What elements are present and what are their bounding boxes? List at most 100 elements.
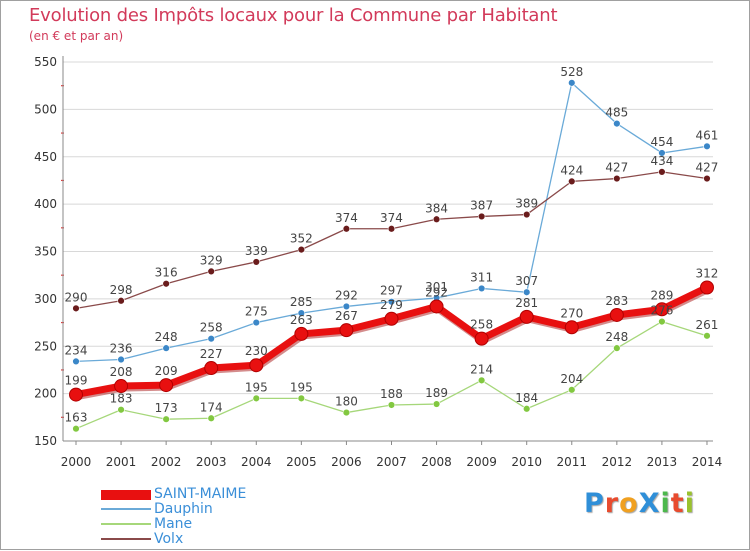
- data-point-dauphin: [522, 288, 531, 296]
- data-point-saint-maime: [429, 299, 444, 314]
- data-point-mane: [613, 344, 621, 352]
- data-point-volx: [477, 212, 486, 221]
- legend-swatch: [101, 523, 151, 525]
- data-point-mane: [568, 386, 576, 394]
- data-point-dauphin: [72, 357, 80, 366]
- data-label-saint-maime: 292: [425, 285, 448, 299]
- data-label-mane: 173: [155, 401, 178, 415]
- data-point-volx: [297, 245, 306, 254]
- y-tick-label: 500: [34, 102, 57, 116]
- data-label-mane: 214: [470, 362, 493, 376]
- x-tick-label: 2008: [421, 455, 452, 469]
- y-tick-label: 350: [34, 245, 57, 259]
- data-label-dauphin: 311: [470, 270, 493, 284]
- data-label-mane: 195: [245, 380, 268, 394]
- x-tick-label: 2002: [151, 455, 182, 469]
- legend-swatch: [101, 538, 151, 540]
- proxiti-logo: ProXiti: [584, 488, 695, 519]
- x-tick-label: 2014: [692, 455, 723, 469]
- data-label-mane: 261: [696, 318, 719, 332]
- data-label-mane: 174: [200, 400, 223, 414]
- data-label-saint-maime: 209: [155, 364, 178, 378]
- chart-title: Evolution des Impôts locaux pour la Comm…: [29, 5, 558, 26]
- x-tick-label: 2006: [331, 455, 362, 469]
- data-point-volx: [342, 225, 351, 233]
- data-point-mane: [297, 394, 306, 403]
- data-label-volx: 329: [200, 253, 223, 267]
- data-point-saint-maime: [294, 326, 309, 341]
- data-label-volx: 374: [335, 211, 358, 225]
- data-point-dauphin: [387, 298, 396, 306]
- data-point-dauphin: [703, 142, 711, 151]
- x-tick-label: 2010: [511, 455, 542, 469]
- data-point-dauphin: [207, 334, 215, 343]
- data-label-volx: 374: [380, 211, 403, 225]
- data-point-dauphin: [568, 79, 576, 87]
- data-label-dauphin: 485: [605, 106, 628, 120]
- data-label-volx: 352: [290, 232, 313, 246]
- legend-label: SAINT-MAIME: [154, 486, 247, 502]
- data-point-dauphin: [477, 284, 486, 293]
- data-label-dauphin: 301: [425, 280, 448, 294]
- data-point-saint-maime: [474, 331, 489, 346]
- x-tick-label: 2005: [286, 455, 317, 469]
- data-label-volx: 427: [696, 161, 719, 175]
- data-point-dauphin: [342, 302, 351, 311]
- data-label-saint-maime: 258: [470, 318, 493, 332]
- data-label-saint-maime: 199: [65, 374, 88, 388]
- data-label-dauphin: 236: [110, 342, 133, 356]
- data-point-saint-maime: [249, 358, 264, 373]
- x-tick-label: 2013: [647, 455, 678, 469]
- y-tick-label: 200: [34, 387, 57, 401]
- data-label-mane: 183: [110, 392, 133, 406]
- data-label-mane: 204: [560, 372, 583, 386]
- x-tick-label: 2011: [556, 455, 587, 469]
- x-tick-label: 2001: [106, 455, 137, 469]
- data-point-volx: [432, 215, 441, 223]
- data-label-dauphin: 275: [245, 305, 268, 319]
- legend-swatch: [101, 508, 151, 510]
- data-point-saint-maime: [339, 323, 354, 338]
- data-label-saint-maime: 283: [605, 294, 628, 308]
- data-point-mane: [432, 400, 441, 408]
- data-point-saint-maime: [564, 320, 579, 335]
- data-label-dauphin: 285: [290, 295, 313, 309]
- data-label-volx: 389: [515, 197, 538, 211]
- data-point-dauphin: [613, 119, 621, 128]
- data-point-saint-maime: [699, 280, 714, 295]
- data-point-saint-maime: [114, 379, 129, 394]
- data-label-saint-maime: 281: [515, 296, 538, 310]
- data-label-volx: 290: [65, 290, 88, 304]
- data-point-volx: [252, 258, 260, 266]
- data-label-dauphin: 454: [650, 135, 673, 149]
- legend-label: Dauphin: [154, 501, 213, 517]
- x-tick-label: 2007: [376, 455, 407, 469]
- data-label-dauphin: 234: [65, 343, 88, 357]
- x-tick-label: 2003: [196, 455, 227, 469]
- data-label-dauphin: 292: [335, 288, 358, 302]
- data-point-volx: [703, 174, 711, 183]
- data-point-volx: [387, 225, 396, 233]
- data-label-volx: 298: [110, 283, 133, 297]
- data-label-dauphin: 307: [515, 274, 538, 288]
- data-point-volx: [72, 304, 80, 313]
- data-label-volx: 434: [650, 154, 673, 168]
- data-label-saint-maime: 227: [200, 347, 223, 361]
- data-point-saint-maime: [69, 387, 83, 402]
- data-point-saint-maime: [654, 302, 669, 317]
- data-label-mane: 195: [290, 380, 313, 394]
- data-point-dauphin: [252, 318, 260, 327]
- data-label-dauphin: 258: [200, 321, 223, 335]
- data-point-dauphin: [117, 355, 125, 364]
- data-label-saint-maime: 312: [696, 267, 719, 281]
- data-label-volx: 339: [245, 244, 268, 258]
- data-point-mane: [117, 406, 125, 414]
- data-label-volx: 427: [605, 161, 628, 175]
- data-point-volx: [117, 297, 125, 305]
- data-label-saint-maime: 263: [290, 313, 313, 327]
- y-tick-label: 400: [34, 197, 57, 211]
- data-label-volx: 316: [155, 266, 178, 280]
- data-point-mane: [387, 401, 396, 409]
- data-label-mane: 180: [335, 395, 358, 409]
